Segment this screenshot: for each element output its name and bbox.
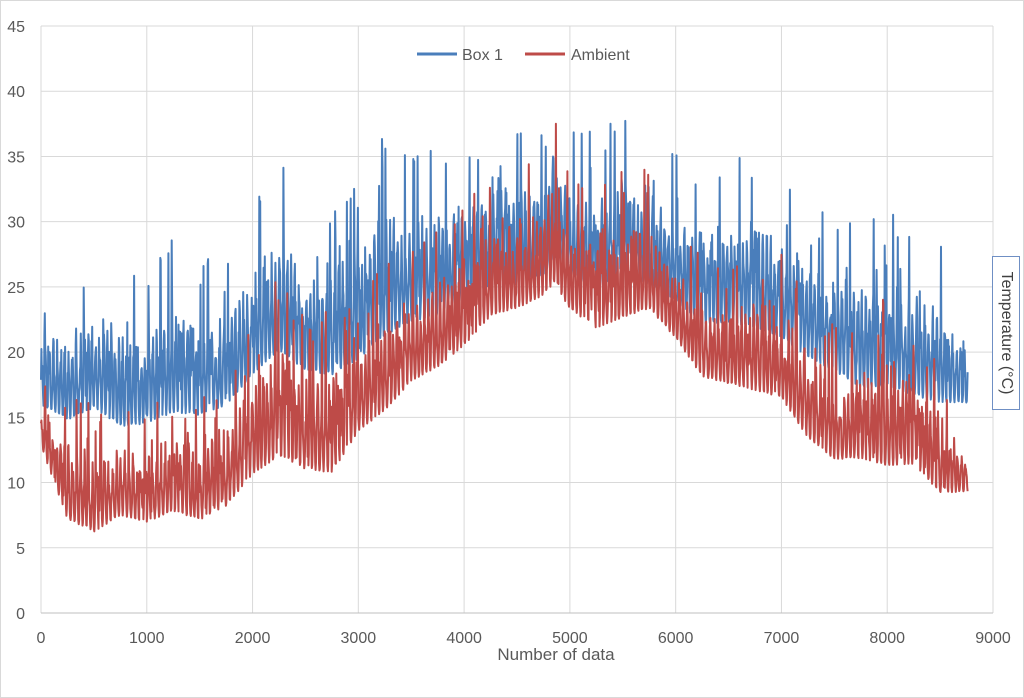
x-tick-label: 5000 (552, 630, 588, 647)
legend: Box 1 Ambient (417, 47, 630, 64)
y-axis-title-box: Temperature (°C) (992, 256, 1020, 410)
x-tick-label: 3000 (341, 630, 377, 647)
x-tick-label: 7000 (764, 630, 800, 647)
legend-label: Ambient (571, 47, 630, 64)
x-axis-title: Number of data (497, 645, 615, 664)
x-tick-label: 0 (37, 630, 46, 647)
y-tick-label: 35 (7, 149, 25, 166)
y-tick-label: 5 (16, 541, 25, 558)
x-tick-label: 4000 (446, 630, 482, 647)
y-tick-label: 40 (7, 84, 25, 101)
legend-label: Box 1 (462, 47, 503, 64)
axes: 0 5 10 15 20 25 30 35 40 45 0 1000 2000 3000 4000 5000 6… (7, 19, 1011, 647)
y-axis-title: Temperature (°C) (998, 271, 1015, 395)
y-tick-label: 30 (7, 215, 25, 232)
y-tick-label: 10 (7, 476, 25, 493)
y-tick-label: 20 (7, 345, 25, 362)
y-tick-label: 15 (7, 410, 25, 427)
series-lines (40, 119, 969, 533)
series-line-0 (40, 119, 969, 427)
x-tick-label: 8000 (869, 630, 905, 647)
y-tick-label: 25 (7, 280, 25, 297)
y-tick-label: 0 (16, 606, 25, 623)
x-tick-label: 6000 (658, 630, 694, 647)
x-tick-label: 9000 (975, 630, 1011, 647)
series-line-1 (40, 122, 969, 533)
x-tick-label: 1000 (129, 630, 165, 647)
x-tick-label: 2000 (235, 630, 271, 647)
y-tick-label: 45 (7, 19, 25, 36)
